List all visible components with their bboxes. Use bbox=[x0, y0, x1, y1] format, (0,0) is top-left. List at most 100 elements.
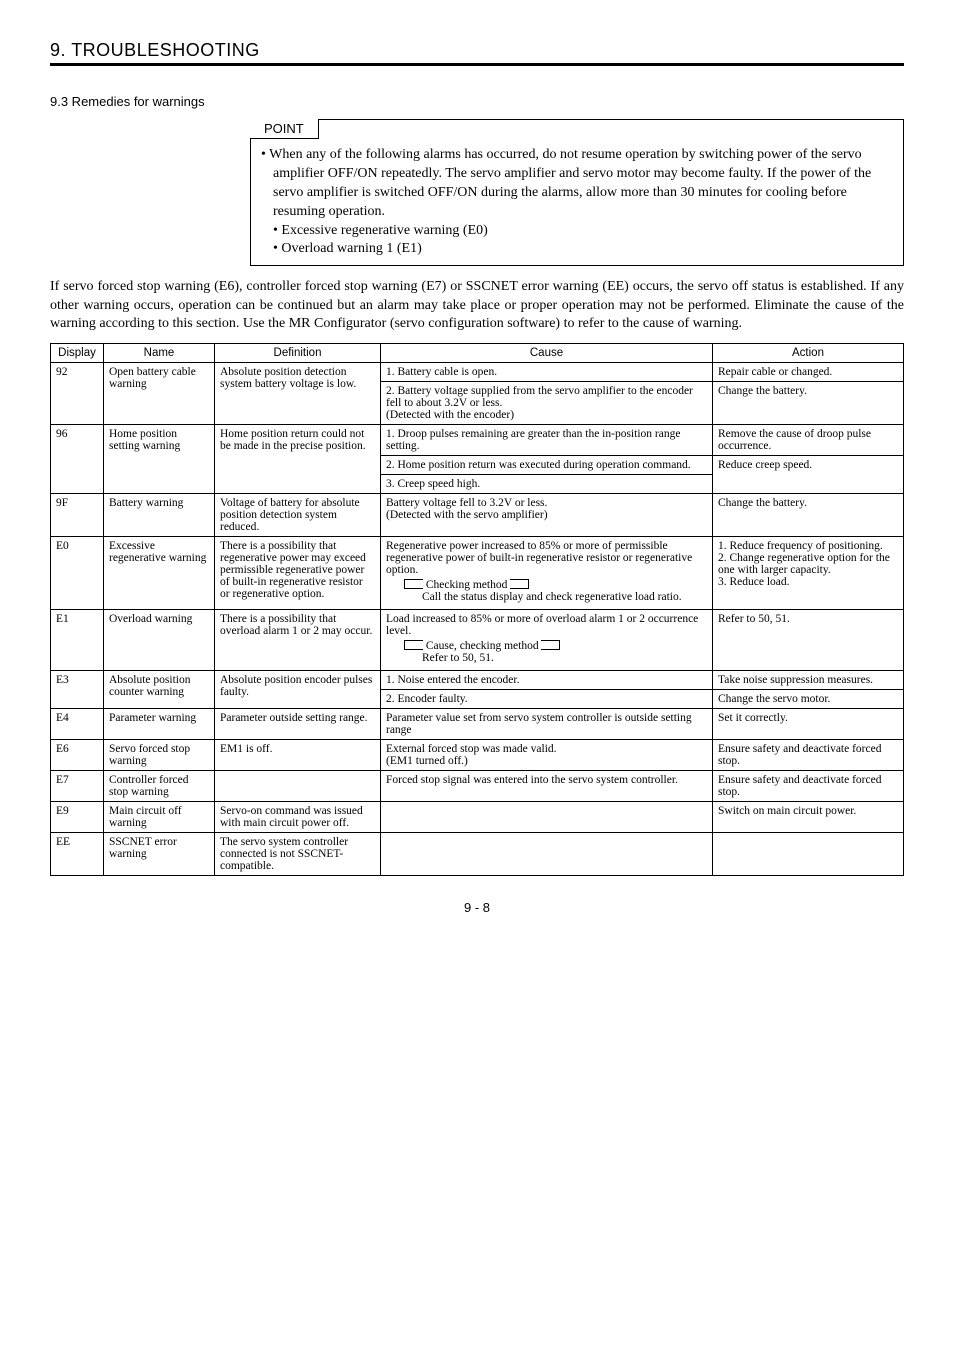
method-text: Refer to 50, 51. bbox=[404, 652, 494, 664]
cell-def: Absolute position detection system batte… bbox=[215, 362, 381, 424]
point-label: POINT bbox=[250, 119, 319, 139]
cell-disp: E0 bbox=[51, 536, 104, 609]
table-row: EE SSCNET error warning The servo system… bbox=[51, 832, 904, 875]
table-row: E1 Overload warning There is a possibili… bbox=[51, 609, 904, 670]
table-row: E6 Servo forced stop warning EM1 is off.… bbox=[51, 739, 904, 770]
warnings-table: Display Name Definition Cause Action 92 … bbox=[50, 343, 904, 876]
bracket-icon bbox=[510, 579, 529, 589]
cell-action: Reduce creep speed. bbox=[713, 455, 904, 493]
cell-cause: External forced stop was made valid. (EM… bbox=[381, 739, 713, 770]
cell-action: Remove the cause of droop pulse occurren… bbox=[713, 424, 904, 455]
cell-cause: 1. Droop pulses remaining are greater th… bbox=[381, 424, 713, 455]
cell-disp: E1 bbox=[51, 609, 104, 670]
cell-name: Parameter warning bbox=[104, 708, 215, 739]
cell-cause: 1. Battery cable is open. bbox=[381, 362, 713, 381]
cell-def: Absolute position encoder pulses faulty. bbox=[215, 670, 381, 708]
table-row: E9 Main circuit off warning Servo-on com… bbox=[51, 801, 904, 832]
th-name: Name bbox=[104, 343, 215, 362]
cell-name: Controller forced stop warning bbox=[104, 770, 215, 801]
cell-cause bbox=[381, 832, 713, 875]
th-cause: Cause bbox=[381, 343, 713, 362]
point-bullet: • When any of the following alarms has o… bbox=[261, 146, 893, 222]
point-bullet-text: When any of the following alarms has occ… bbox=[269, 147, 871, 219]
method-text: Call the status display and check regene… bbox=[404, 591, 682, 603]
cell-disp: E9 bbox=[51, 801, 104, 832]
cell-def: Home position return could not be made i… bbox=[215, 424, 381, 493]
cell-action: Change the battery. bbox=[713, 381, 904, 424]
cell-disp: 96 bbox=[51, 424, 104, 493]
table-row: E7 Controller forced stop warning Forced… bbox=[51, 770, 904, 801]
cell-action: Refer to 50, 51. bbox=[713, 609, 904, 670]
cell-name: Absolute position counter warning bbox=[104, 670, 215, 708]
cell-disp: 9F bbox=[51, 493, 104, 536]
checking-method-box: Checking method Call the status display … bbox=[404, 579, 707, 603]
cell-cause: Battery voltage fell to 3.2V or less. (D… bbox=[381, 493, 713, 536]
cell-name: Home position setting warning bbox=[104, 424, 215, 493]
cell-def: Servo-on command was issued with main ci… bbox=[215, 801, 381, 832]
cause-pre: Regenerative power increased to 85% or m… bbox=[386, 540, 692, 576]
cell-def: Voltage of battery for absolute position… bbox=[215, 493, 381, 536]
cell-cause: Forced stop signal was entered into the … bbox=[381, 770, 713, 801]
cell-cause: 2. Home position return was executed dur… bbox=[381, 455, 713, 474]
cell-name: Excessive regenerative warning bbox=[104, 536, 215, 609]
page-number: 9 - 8 bbox=[50, 900, 904, 915]
cell-def: There is a possibility that regenerative… bbox=[215, 536, 381, 609]
th-display: Display bbox=[51, 343, 104, 362]
cell-cause: Load increased to 85% or more of overloa… bbox=[381, 609, 713, 670]
cell-action: Set it correctly. bbox=[713, 708, 904, 739]
checking-method-box: Cause, checking method Refer to 50, 51. bbox=[404, 640, 707, 664]
cell-action: Change the servo motor. bbox=[713, 689, 904, 708]
cause-pre: Load increased to 85% or more of overloa… bbox=[386, 613, 698, 637]
cell-disp: E7 bbox=[51, 770, 104, 801]
bracket-icon bbox=[541, 640, 560, 650]
table-header-row: Display Name Definition Cause Action bbox=[51, 343, 904, 362]
cell-def: The servo system controller connected is… bbox=[215, 832, 381, 875]
cell-cause: 2. Encoder faulty. bbox=[381, 689, 713, 708]
th-action: Action bbox=[713, 343, 904, 362]
method-label: Checking method bbox=[426, 579, 507, 591]
cell-action bbox=[713, 832, 904, 875]
bracket-icon bbox=[404, 640, 423, 650]
cell-def: There is a possibility that overload ala… bbox=[215, 609, 381, 670]
cell-cause: 2. Battery voltage supplied from the ser… bbox=[381, 381, 713, 424]
cell-disp: 92 bbox=[51, 362, 104, 424]
table-row: 92 Open battery cable warning Absolute p… bbox=[51, 362, 904, 381]
cell-def: EM1 is off. bbox=[215, 739, 381, 770]
cell-name: Main circuit off warning bbox=[104, 801, 215, 832]
cell-action: 1. Reduce frequency of positioning. 2. C… bbox=[713, 536, 904, 609]
section-title: 9. TROUBLESHOOTING bbox=[50, 40, 904, 66]
cell-name: Battery warning bbox=[104, 493, 215, 536]
table-row: E0 Excessive regenerative warning There … bbox=[51, 536, 904, 609]
table-row: 96 Home position setting warning Home po… bbox=[51, 424, 904, 455]
point-sub2: • Overload warning 1 (E1) bbox=[261, 240, 893, 259]
cell-action: Switch on main circuit power. bbox=[713, 801, 904, 832]
cell-action: Take noise suppression measures. bbox=[713, 670, 904, 689]
cell-def bbox=[215, 770, 381, 801]
cell-action: Ensure safety and deactivate forced stop… bbox=[713, 739, 904, 770]
method-label: Cause, checking method bbox=[426, 640, 539, 652]
subsection-title: 9.3 Remedies for warnings bbox=[50, 94, 904, 109]
th-definition: Definition bbox=[215, 343, 381, 362]
cell-cause: Regenerative power increased to 85% or m… bbox=[381, 536, 713, 609]
cell-cause bbox=[381, 801, 713, 832]
cell-name: SSCNET error warning bbox=[104, 832, 215, 875]
cell-name: Servo forced stop warning bbox=[104, 739, 215, 770]
point-box: POINT • When any of the following alarms… bbox=[250, 119, 904, 266]
cell-disp: E4 bbox=[51, 708, 104, 739]
table-row: 9F Battery warning Voltage of battery fo… bbox=[51, 493, 904, 536]
cell-def: Parameter outside setting range. bbox=[215, 708, 381, 739]
cell-disp: EE bbox=[51, 832, 104, 875]
cell-action: Ensure safety and deactivate forced stop… bbox=[713, 770, 904, 801]
cell-disp: E3 bbox=[51, 670, 104, 708]
cell-cause: 1. Noise entered the encoder. bbox=[381, 670, 713, 689]
bracket-icon bbox=[404, 579, 423, 589]
point-body: • When any of the following alarms has o… bbox=[261, 146, 893, 259]
table-row: E3 Absolute position counter warning Abs… bbox=[51, 670, 904, 689]
cell-cause: Parameter value set from servo system co… bbox=[381, 708, 713, 739]
cell-disp: E6 bbox=[51, 739, 104, 770]
point-sub1: • Excessive regenerative warning (E0) bbox=[261, 222, 893, 241]
cell-action: Repair cable or changed. bbox=[713, 362, 904, 381]
cell-action: Change the battery. bbox=[713, 493, 904, 536]
intro-paragraph: If servo forced stop warning (E6), contr… bbox=[50, 278, 904, 333]
cell-name: Overload warning bbox=[104, 609, 215, 670]
